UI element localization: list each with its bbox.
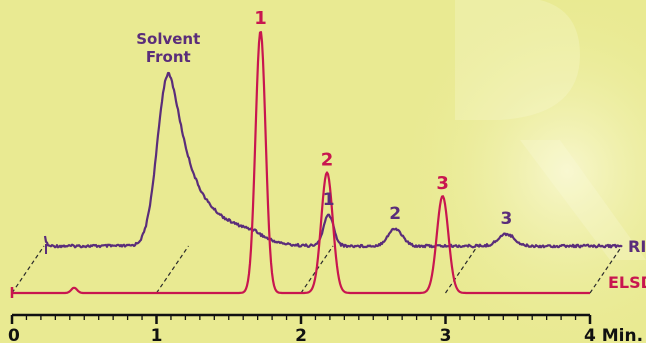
x-tick-label: 1 [151,326,163,343]
offset-guide [445,245,478,294]
x-axis: 0 1 2 3 4 Min. [8,313,643,343]
watermark-logo [455,0,646,260]
background-glow [330,0,646,343]
elsd-series [10,31,591,298]
ri-peak-label: Front [146,48,191,66]
elsd-peak-label: 1 [254,8,267,29]
elsd-peak-label: 2 [321,149,334,170]
ri-peak-label: 2 [389,204,401,224]
ri-peak-label: 3 [500,209,512,229]
x-tick-label: 3 [440,326,452,343]
ri-peak-label: Solvent [136,30,200,48]
offset-guide [11,245,45,294]
elsd-peak-label: 3 [436,173,449,194]
elsd-trace [11,31,591,295]
x-tick-label: 0 [8,326,20,343]
ri-peak-label: 1 [323,190,335,210]
ri-series-label: RI [628,237,646,256]
offset-guide [589,245,623,294]
x-tick-label: 4 Min. [584,326,643,343]
offset-guide [156,245,189,294]
elsd-series-label: ELSD [608,273,646,292]
x-tick-label: 2 [295,326,307,343]
baseline-offset-guides [11,245,623,294]
